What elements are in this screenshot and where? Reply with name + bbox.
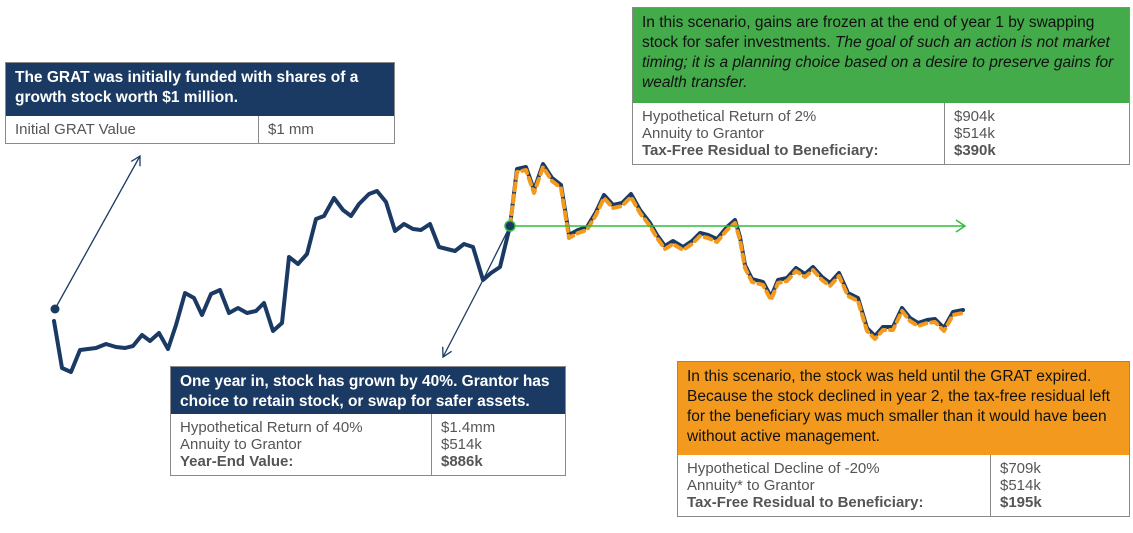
row-value: $514k <box>1000 477 1041 494</box>
row-value-total: $390k <box>954 142 996 159</box>
row-label: Hypothetical Return of 2% <box>642 108 817 125</box>
initial-value: $1 mm <box>268 121 314 138</box>
initial-funding-box: The GRAT was initially funded with share… <box>5 62 395 144</box>
initial-callout-arrow <box>54 154 141 310</box>
swap-scenario-text: In this scenario, gains are frozen at th… <box>642 14 1095 51</box>
year-one-header: One year in, stock has grown by 40%. Gra… <box>171 367 565 414</box>
swap-scenario-box: In this scenario, gains are frozen at th… <box>632 7 1130 165</box>
row-label-total: Year-End Value: <box>180 453 294 470</box>
row-label: Annuity* to Grantor <box>687 477 815 494</box>
stock-line-year-one <box>52 189 512 374</box>
row-value-total: $886k <box>441 453 483 470</box>
row-label: Annuity to Grantor <box>180 436 302 453</box>
row-value: $709k <box>1000 460 1041 477</box>
swap-scenario-header: In this scenario, gains are frozen at th… <box>633 8 1129 103</box>
row-value: $904k <box>954 108 995 125</box>
start-point-marker <box>50 304 60 314</box>
row-value-total: $195k <box>1000 494 1042 511</box>
held-stock-dashed-line <box>508 165 965 341</box>
hold-scenario-header: In this scenario, the stock was held unt… <box>678 362 1129 455</box>
initial-funding-header: The GRAT was initially funded with share… <box>6 63 394 116</box>
year-one-callout-arrow <box>442 279 484 359</box>
initial-value-label: Initial GRAT Value <box>15 121 136 138</box>
hold-scenario-table: Hypothetical Decline of -20% Annuity* to… <box>678 455 1129 516</box>
row-label: Hypothetical Return of 40% <box>180 419 363 436</box>
swap-scenario-table: Hypothetical Return of 2% Annuity to Gra… <box>633 103 1129 164</box>
row-value: $1.4mm <box>441 419 496 436</box>
row-value: $514k <box>441 436 482 453</box>
year-one-box: One year in, stock has grown by 40%. Gra… <box>170 366 566 476</box>
year-one-connector <box>482 225 511 281</box>
stock-line-year-two <box>508 162 965 338</box>
year-one-table: Hypothetical Return of 40% Annuity to Gr… <box>171 414 565 475</box>
row-label-total: Tax-Free Residual to Beneficiary: <box>687 494 924 511</box>
row-value: $514k <box>954 125 995 142</box>
hold-scenario-box: In this scenario, the stock was held unt… <box>677 361 1130 517</box>
row-label-total: Tax-Free Residual to Beneficiary: <box>642 142 879 159</box>
row-label: Hypothetical Decline of -20% <box>687 460 880 477</box>
swap-scenario-note: The goal of such an action is not market… <box>642 34 1114 91</box>
year-one-point-marker <box>504 220 516 232</box>
initial-funding-table: Initial GRAT Value $1 mm <box>6 116 394 143</box>
row-label: Annuity to Grantor <box>642 125 764 142</box>
